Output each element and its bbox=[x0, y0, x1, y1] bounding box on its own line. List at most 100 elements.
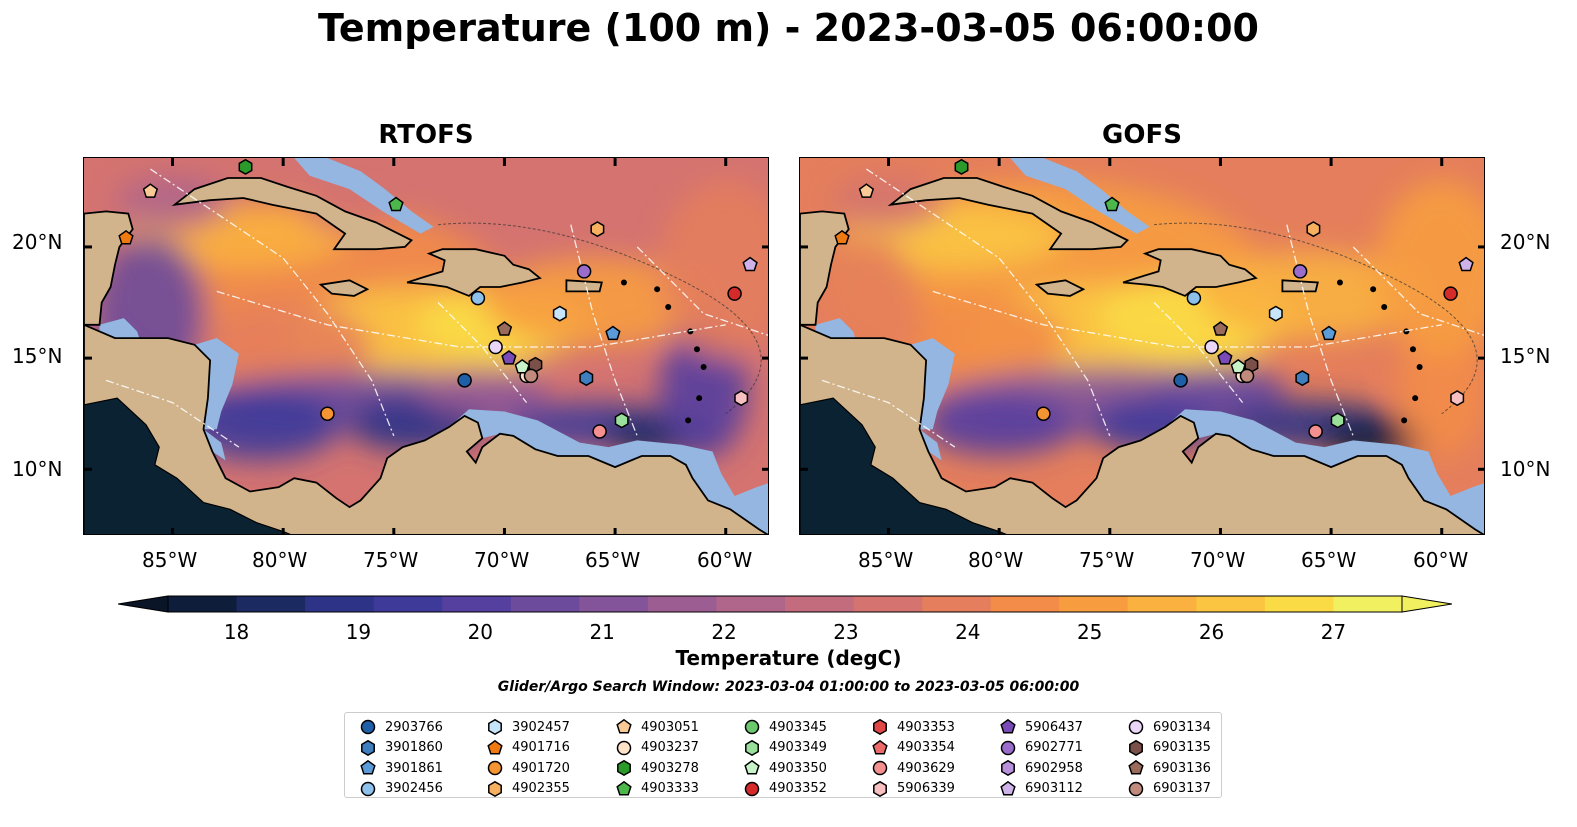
lat-tick-right-10n: 10°N bbox=[1500, 457, 1551, 481]
float-marker-3901861 bbox=[1321, 325, 1337, 341]
legend-item-5906437: 5906437 bbox=[999, 717, 1083, 738]
hispaniola-land bbox=[406, 248, 542, 297]
float-marker-6903112 bbox=[1458, 256, 1474, 272]
colorbar-tick: 22 bbox=[711, 620, 737, 644]
panel-title-rtofs: RTOFS bbox=[378, 120, 474, 150]
legend-label: 6903112 bbox=[1025, 781, 1083, 797]
lon-tick-gofs-85w: 85°W bbox=[858, 548, 914, 572]
float-marker-4903629 bbox=[1308, 424, 1323, 439]
float-marker-5906437 bbox=[1217, 350, 1233, 365]
colorbar-tick: 25 bbox=[1076, 620, 1103, 644]
float-marker-3901860 bbox=[579, 370, 594, 387]
colorbar-segment bbox=[1059, 596, 1129, 612]
search-window-label: Glider/Argo Search Window: 2023-03-04 01… bbox=[497, 679, 1080, 695]
float-marker-4903333 bbox=[388, 196, 404, 212]
lon-tick-gofs-75w: 75°W bbox=[1079, 548, 1135, 572]
float-marker-3902456 bbox=[470, 290, 486, 306]
legend-label: 4901716 bbox=[512, 740, 570, 756]
float-marker-6903112 bbox=[742, 256, 758, 272]
cuba-land bbox=[887, 177, 1130, 251]
legend-item-4903051: 4903051 bbox=[615, 717, 699, 738]
legend-marker-pentagon-icon bbox=[872, 739, 888, 755]
lat-tick-left-10n: 10°N bbox=[12, 457, 63, 481]
legend-item-5906339: 5906339 bbox=[871, 779, 955, 800]
colorbar-tick: 27 bbox=[1320, 620, 1347, 644]
central-america-land bbox=[800, 323, 1484, 534]
legend-marker-pentagon-icon bbox=[1000, 780, 1016, 796]
legend-marker-hexagon-icon bbox=[745, 739, 759, 756]
legend-marker-circle-icon bbox=[872, 761, 888, 776]
legend-marker-circle-icon bbox=[360, 720, 376, 735]
legend-item-4903237: 4903237 bbox=[615, 738, 699, 759]
legend-item-6902771: 6902771 bbox=[999, 738, 1083, 759]
lon-tick-rtofs-65w: 65°W bbox=[585, 548, 641, 572]
colorbar-tick: 23 bbox=[833, 620, 859, 644]
legend-item-2903766: 2903766 bbox=[359, 717, 443, 738]
legend-label: 6902958 bbox=[1025, 760, 1083, 776]
legend-marker-circle-icon bbox=[487, 761, 503, 776]
puerto-rico-land bbox=[1281, 279, 1319, 293]
legend-label: 5906339 bbox=[897, 781, 955, 797]
float-marker-6903137 bbox=[523, 368, 539, 384]
float-marker-5906339 bbox=[1450, 390, 1465, 407]
gofs-map bbox=[799, 157, 1485, 535]
colorbar-segment bbox=[442, 596, 512, 612]
float-marker-3901860 bbox=[1295, 370, 1310, 387]
colorbar-segment bbox=[236, 596, 306, 612]
colorbar-tick: 21 bbox=[589, 620, 615, 644]
legend-marker-circle-icon bbox=[1128, 720, 1144, 735]
colorbar-segment bbox=[1196, 596, 1266, 612]
colorbar-segment bbox=[1333, 596, 1403, 612]
float-marker-4903352 bbox=[727, 286, 742, 301]
colorbar-tick: 18 bbox=[223, 620, 250, 644]
legend-item-6903136: 6903136 bbox=[1127, 758, 1211, 779]
legend-marker-pentagon-icon bbox=[487, 739, 503, 755]
legend-marker-pentagon-icon bbox=[744, 760, 760, 775]
float-marker-4901720 bbox=[1036, 406, 1051, 421]
legend-label: 2903766 bbox=[385, 719, 443, 735]
legend-marker-circle-icon bbox=[616, 740, 632, 755]
lon-tick-gofs-80w: 80°W bbox=[968, 548, 1024, 572]
central-america-land bbox=[84, 323, 768, 534]
legend-item-4903278: 4903278 bbox=[615, 758, 699, 779]
legend-label: 4903237 bbox=[641, 740, 699, 756]
float-marker-3902457 bbox=[1268, 305, 1283, 322]
float-marker-4901716 bbox=[834, 229, 850, 245]
rtofs-map bbox=[83, 157, 769, 535]
legend-marker-circle-icon bbox=[360, 781, 376, 796]
colorbar-segment bbox=[305, 596, 375, 612]
legend-item-6903134: 6903134 bbox=[1127, 717, 1211, 738]
float-marker-2903766 bbox=[1173, 373, 1188, 388]
float-marker-4903350 bbox=[514, 358, 530, 374]
float-marker-4903278 bbox=[954, 158, 969, 175]
legend-item-3902457: 3902457 bbox=[486, 717, 570, 738]
legend-marker-circle-icon bbox=[744, 720, 760, 735]
legend-marker-hexagon-icon bbox=[1129, 739, 1143, 756]
colorbar-segment bbox=[579, 596, 649, 612]
float-marker-5906339 bbox=[734, 390, 749, 407]
lat-tick-left-15n: 15°N bbox=[12, 344, 63, 368]
figure-title: Temperature (100 m) - 2023-03-05 06:00:0… bbox=[317, 6, 1259, 50]
legend-label: 4903350 bbox=[769, 760, 827, 776]
colorbar-segment bbox=[647, 596, 717, 612]
legend-item-6903112: 6903112 bbox=[999, 779, 1083, 800]
legend-label: 4902355 bbox=[512, 781, 570, 797]
legend-item-4901720: 4901720 bbox=[486, 758, 570, 779]
lat-tick-right-20n: 20°N bbox=[1500, 230, 1551, 254]
float-marker-6903134 bbox=[1204, 339, 1219, 355]
lon-tick-rtofs-85w: 85°W bbox=[142, 548, 198, 572]
legend-label: 3902457 bbox=[512, 719, 570, 735]
float-marker-4902355 bbox=[590, 221, 605, 238]
float-marker-6902771 bbox=[1292, 264, 1308, 279]
float-marker-4901716 bbox=[118, 229, 134, 245]
float-marker-5906437 bbox=[501, 350, 517, 365]
legend-item-6903137: 6903137 bbox=[1127, 779, 1211, 800]
legend-label: 4903051 bbox=[641, 719, 699, 735]
puerto-rico-land bbox=[565, 279, 603, 293]
jamaica-land bbox=[318, 279, 370, 297]
colorbar-ramp bbox=[117, 595, 1453, 613]
legend-marker-hexagon-icon bbox=[873, 719, 887, 736]
legend-marker-hexagon-icon bbox=[1001, 760, 1015, 777]
float-marker-4903051 bbox=[858, 183, 875, 198]
legend-item-6902958: 6902958 bbox=[999, 758, 1083, 779]
